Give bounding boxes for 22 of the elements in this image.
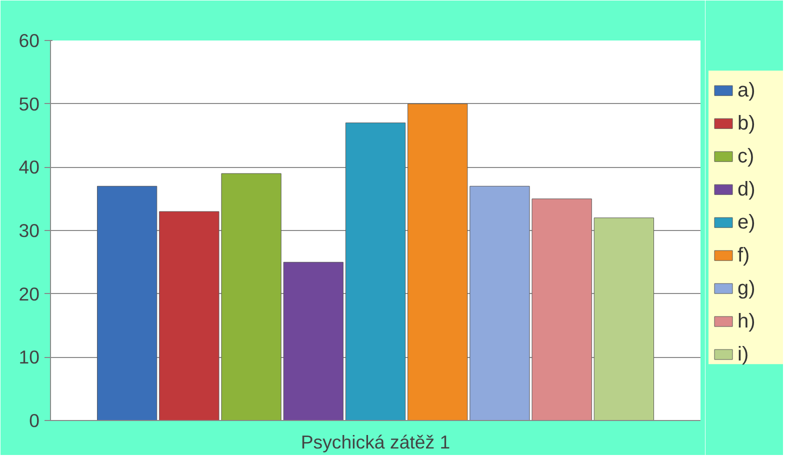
legend-label: d): [738, 178, 756, 201]
y-tick-label: 60: [18, 30, 40, 51]
y-tick-label: 10: [18, 346, 40, 368]
legend-label: g): [738, 278, 756, 300]
legend-label: b): [738, 112, 756, 135]
x-tick-label: Psychická zátěž 1: [300, 432, 450, 452]
y-tick-label: 20: [18, 283, 40, 304]
y-tick-label: 40: [18, 156, 40, 178]
y-tick-label: 0: [29, 410, 40, 431]
legend-label: e): [738, 212, 756, 234]
legend-label: c): [738, 146, 754, 168]
bar: [283, 262, 344, 420]
legend-label: a): [738, 80, 756, 102]
legend-label: h): [738, 310, 756, 333]
bar: [96, 186, 158, 420]
bar: [594, 218, 654, 420]
legend-label: f): [738, 244, 750, 267]
legend-label: i): [738, 344, 749, 366]
bar: [345, 122, 406, 420]
bar: [408, 104, 468, 420]
y-tick-label: 50: [18, 93, 40, 114]
y-tick-label: 30: [18, 220, 40, 241]
